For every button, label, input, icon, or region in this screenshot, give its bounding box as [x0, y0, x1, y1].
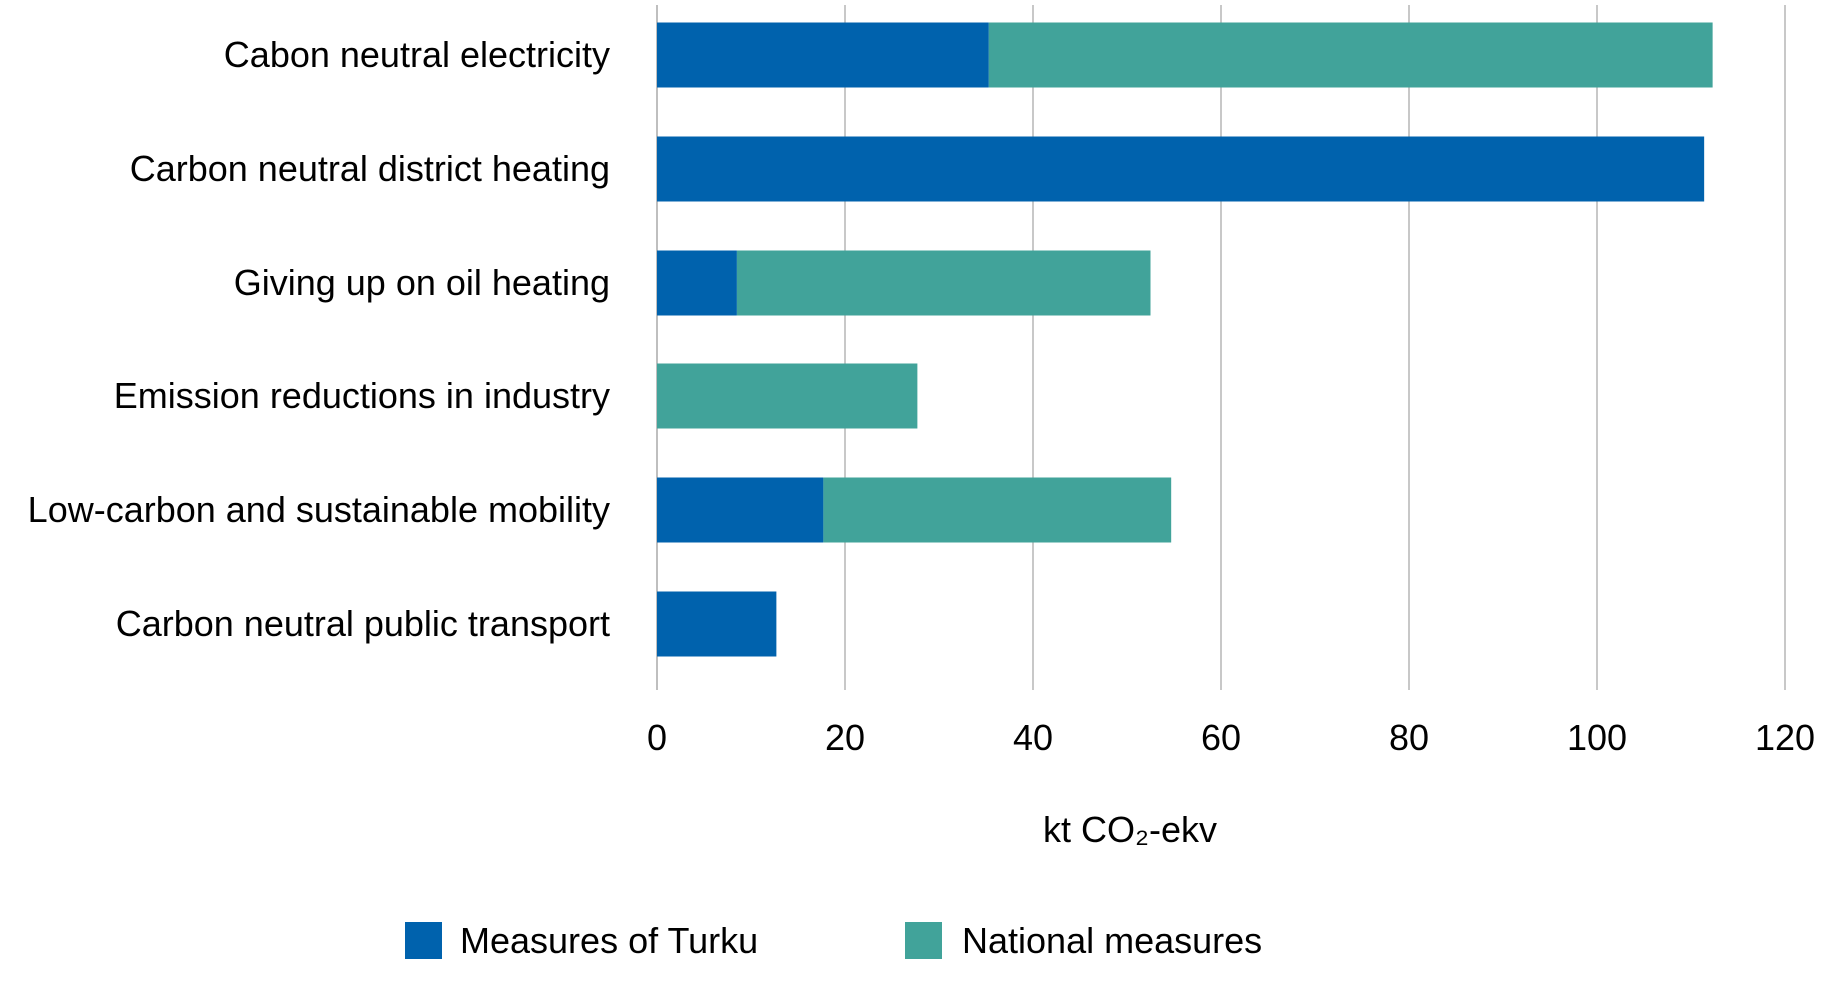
category-label-carbon-neutral-public-transport: Carbon neutral public transport [116, 603, 610, 644]
x-axis-label: kt CO₂-ekv [1043, 809, 1217, 850]
bar-national-measures-cabon-neutral-electricity [988, 22, 1713, 88]
legend-swatch-national-measures [905, 922, 942, 959]
bar-national-measures-low-carbon-and-sustainable-mobility [823, 477, 1172, 543]
category-label-carbon-neutral-district-heating: Carbon neutral district heating [130, 148, 610, 189]
x-tick-label: 80 [1389, 717, 1429, 758]
x-tick-label: 120 [1755, 717, 1815, 758]
x-tick-label: 0 [647, 717, 667, 758]
category-label-giving-up-on-oil-heating: Giving up on oil heating [234, 262, 610, 303]
bar-measures-of-turku-cabon-neutral-electricity [657, 22, 989, 88]
legend-swatch-measures-of-turku [405, 922, 442, 959]
category-label-cabon-neutral-electricity: Cabon neutral electricity [224, 34, 610, 75]
bar-measures-of-turku-giving-up-on-oil-heating [657, 250, 737, 316]
category-label-emission-reductions-in-industry: Emission reductions in industry [114, 375, 610, 416]
x-tick-label: 20 [825, 717, 865, 758]
category-labels: Cabon neutral electricity Carbon neutral … [28, 34, 610, 644]
bar-measures-of-turku-carbon-neutral-district-heating [657, 136, 1705, 202]
x-tick-label: 40 [1013, 717, 1053, 758]
x-axis-ticks: 0 20 40 60 80 100 120 [647, 717, 1815, 758]
bar-national-measures-emission-reductions-in-industry [657, 363, 918, 429]
bars [657, 22, 1713, 657]
legend-label-national-measures: National measures [962, 920, 1262, 961]
bar-national-measures-giving-up-on-oil-heating [736, 250, 1151, 316]
legend-label-measures-of-turku: Measures of Turku [460, 920, 758, 961]
bar-measures-of-turku-carbon-neutral-public-transport [657, 591, 777, 657]
gridlines [656, 5, 1786, 690]
x-tick-label: 60 [1201, 717, 1241, 758]
legend: Measures of Turku National measures [405, 920, 1262, 961]
x-tick-label: 100 [1567, 717, 1627, 758]
category-label-low-carbon-and-sustainable-mobility: Low-carbon and sustainable mobility [28, 489, 610, 530]
bar-measures-of-turku-low-carbon-and-sustainable-mobility [657, 477, 824, 543]
legend-item-measures-of-turku: Measures of Turku [405, 920, 758, 961]
legend-item-national-measures: National measures [905, 920, 1262, 961]
